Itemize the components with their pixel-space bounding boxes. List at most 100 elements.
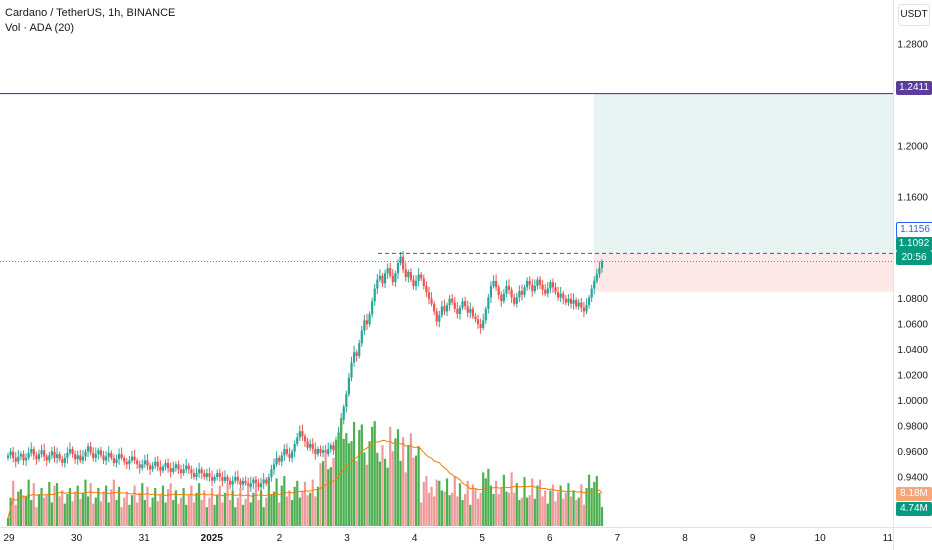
volume-bar [595,476,598,526]
volume-bar [30,500,33,526]
volume-bar [24,496,28,526]
candle-body [321,450,325,453]
volume-bar [270,494,273,526]
volume-bar [115,500,118,526]
volume-ma-line [7,440,603,519]
volume-bar [365,464,369,526]
candle-body [360,330,363,344]
candle-body [125,461,128,465]
volume-bar [453,476,456,526]
candle-body [81,456,84,461]
volume-bar [430,486,433,526]
candle-body [107,452,110,457]
volume-bar [309,492,312,526]
volume-bar [254,483,258,526]
volume-bar [306,495,309,526]
candle-body [358,343,361,357]
time-tick-label: 31 [139,533,151,544]
volume-bar [334,440,338,526]
volume-bar [585,488,588,526]
volume-bar [409,433,412,526]
volume-bar [290,500,294,526]
time-tick-label: 5 [479,533,485,544]
candle-body [587,297,591,306]
candle-body [9,451,12,456]
price-tick-label: 1.0000 [897,396,928,407]
candle-body [538,279,542,285]
volume-bar [518,500,521,526]
price-tick-label: 0.9800 [897,422,928,433]
volume-bar [187,495,190,526]
volume-bar [474,489,477,526]
candle-body [513,297,516,304]
volume-bar [510,472,513,526]
volume-bar [172,500,175,526]
candle-body [556,292,560,298]
volume-bar [458,483,462,526]
volume-bar [414,455,418,526]
volume-bar [427,492,431,526]
candle-body [536,279,539,286]
price-tick-label: 1.0600 [897,320,928,331]
volume-bar [538,479,542,526]
volume-bar [89,483,92,526]
volume-bar [402,437,405,526]
candle-body [290,451,294,458]
volume-bar [280,485,283,526]
volume-bar [347,443,351,526]
candle-body [94,454,97,458]
volume-bar [360,424,363,526]
volume-bar [58,496,61,526]
candle-body [63,457,66,463]
candle-body [363,320,366,331]
candle-body [148,465,152,470]
volume-bar [288,490,291,526]
candle-body [234,477,237,481]
candle-body [314,448,317,455]
candle-body [159,466,162,471]
volume-bar [218,485,221,526]
candle-body [319,448,322,453]
volume-bar [241,504,245,526]
volume-bar [495,480,498,526]
candle-body [203,473,206,477]
candle-body [99,450,103,456]
volume-bar [86,496,90,526]
volume-ma-tag: 8.18M [896,487,932,501]
candle-body [182,469,185,474]
candle-body [221,477,224,481]
volume-bar [523,477,526,526]
target-price-tag: 1.2411 [896,81,932,95]
candle-body [259,483,263,488]
volume-bar [110,489,113,526]
volume-bar [577,497,580,526]
candle-body [252,479,255,484]
volume-bar [448,495,451,526]
volume-bar [84,479,87,526]
volume-bar [37,494,41,526]
volume-bar [528,495,531,526]
candle-body [505,285,508,294]
candle-body [600,261,604,269]
candle-body [352,352,356,363]
volume-bar [598,492,601,526]
volume-bar [316,486,320,526]
volume-bar [466,480,469,526]
price-tick-label: 1.0200 [897,371,928,382]
volume-bar [94,497,97,526]
currency-button[interactable]: USDT [898,4,930,26]
candle-body [37,454,41,460]
time-tick-label: 8 [682,533,688,544]
candle-body [453,302,456,309]
volume-bar [363,452,366,526]
candle-body [391,275,394,283]
volume-bar [381,445,384,526]
volume-bar [417,446,420,526]
candle-body [6,455,10,458]
candle-body [169,468,172,472]
volume-bar [177,503,180,526]
candle-body [414,280,418,286]
candle-body [231,480,234,485]
candle-body [298,431,301,438]
